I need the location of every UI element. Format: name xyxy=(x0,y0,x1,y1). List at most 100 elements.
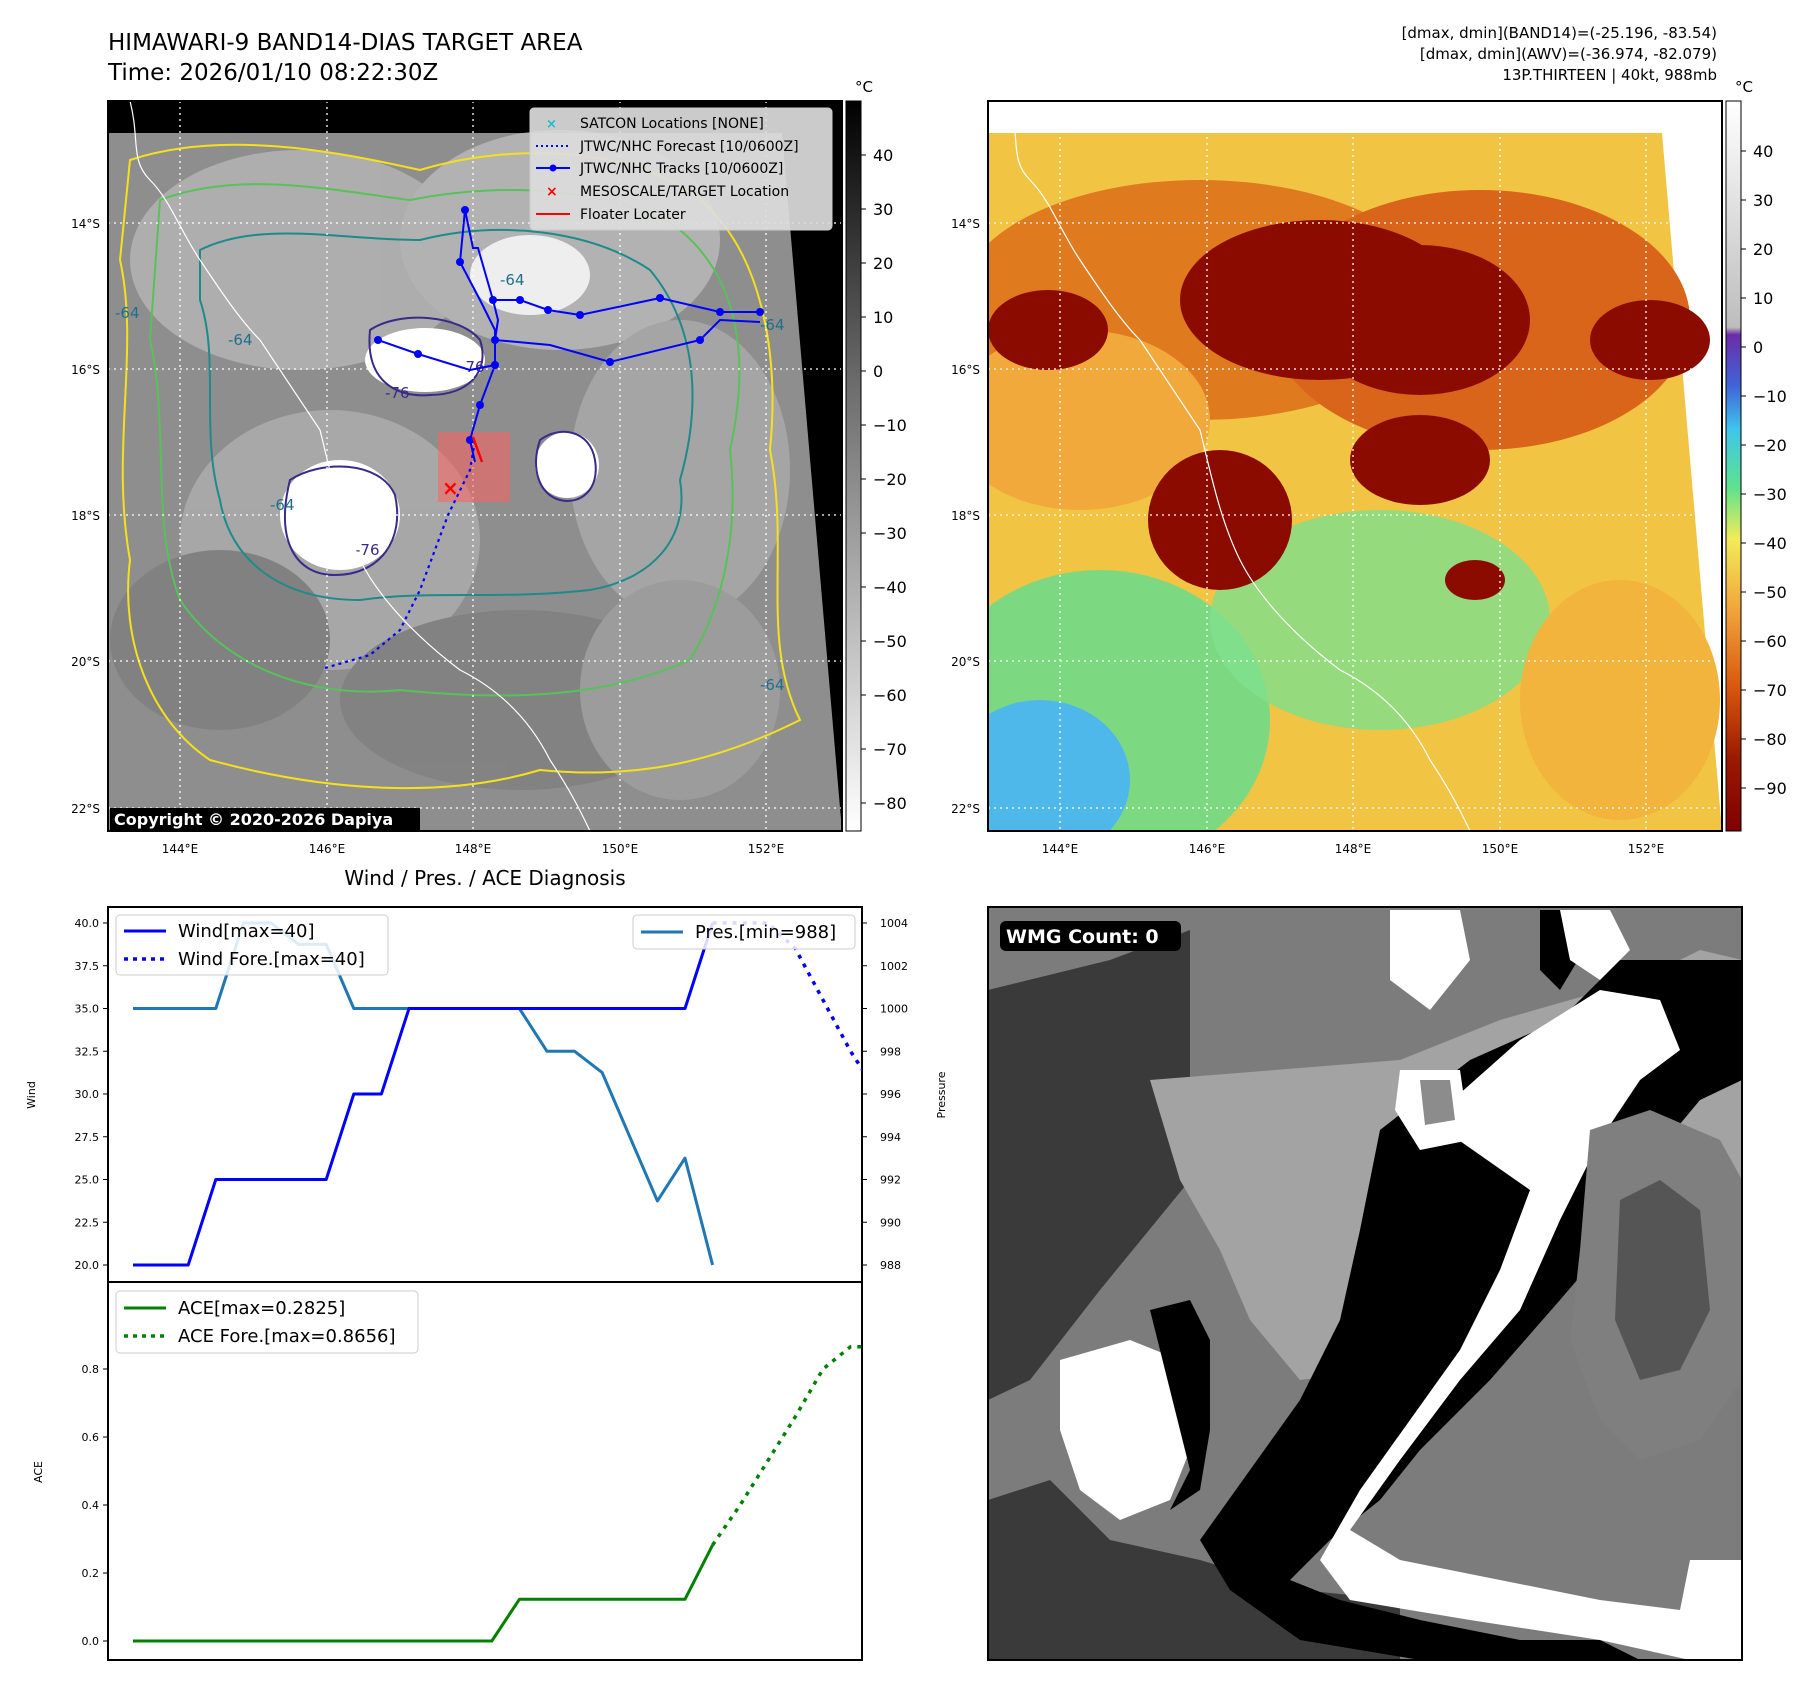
ace-y-tick-label: 0.0 xyxy=(82,1635,100,1648)
wind-line xyxy=(133,922,715,1267)
wind-y-tick-label: 22.5 xyxy=(75,1216,100,1229)
map2-lat-ticks: 14°S 16°S 18°S 20°S 22°S xyxy=(951,217,980,816)
legend-forecast-label: JTWC/NHC Forecast [10/0600Z] xyxy=(579,139,799,155)
map2-frame xyxy=(987,100,1723,832)
svg-text:146°E: 146°E xyxy=(309,842,346,856)
wind-axis-label: Wind xyxy=(25,1081,38,1109)
cb2-tick-label: −40 xyxy=(1753,534,1787,553)
wind-y-tick-label: 20.0 xyxy=(75,1259,100,1272)
cb1-tick-label: −30 xyxy=(873,524,907,543)
legend-ace-forecast-label: ACE Fore.[max=0.8656] xyxy=(178,1326,396,1347)
svg-text:-76: -76 xyxy=(355,541,380,559)
wind-y-tick-label: 37.5 xyxy=(75,960,100,973)
svg-text:18°S: 18°S xyxy=(71,509,100,523)
pressure-y-tick-label: 988 xyxy=(880,1259,901,1272)
cb2-tick-label: −70 xyxy=(1753,681,1787,700)
pressure-y-tick-label: 990 xyxy=(880,1216,901,1229)
wind-y-tick-label: 40.0 xyxy=(75,917,100,930)
svg-text:22°S: 22°S xyxy=(951,802,980,816)
cb2-unit: °C xyxy=(1735,78,1753,96)
cb1-tick-label: −80 xyxy=(873,794,907,813)
wind-y-tick-label: 30.0 xyxy=(75,1088,100,1101)
wind-legend: Wind[max=40] Wind Fore.[max=40] xyxy=(115,914,389,976)
wind-y-tick-label: 27.5 xyxy=(75,1131,100,1144)
cb2-tick-label: −50 xyxy=(1753,583,1787,602)
legend-tracks-label: JTWC/NHC Tracks [10/0600Z] xyxy=(579,161,783,177)
svg-text:144°E: 144°E xyxy=(162,842,199,856)
wmg-count-box xyxy=(1000,921,1181,951)
map1-lat-ticks: 14°S 16°S 18°S 20°S 22°S xyxy=(71,217,100,816)
svg-text:20°S: 20°S xyxy=(951,655,980,669)
cb2-tick-label: −30 xyxy=(1753,485,1787,504)
cb1-tick-label: 10 xyxy=(873,308,893,327)
band14-map: -64 -64 -64 -64 -76 -76 -76 -64 -64 xyxy=(71,100,843,856)
cb1-tick-label: −50 xyxy=(873,632,907,651)
pressure-axis-label: Pressure xyxy=(935,1071,948,1118)
map1-legend: × SATCON Locations [NONE] JTWC/NHC Forec… xyxy=(529,107,833,231)
svg-text:146°E: 146°E xyxy=(1189,842,1226,856)
svg-text:152°E: 152°E xyxy=(1628,842,1665,856)
svg-text:144°E: 144°E xyxy=(1042,842,1079,856)
target-marker: × xyxy=(442,476,459,500)
ace-y-tick-label: 0.6 xyxy=(82,1431,100,1444)
svg-text:-76: -76 xyxy=(385,384,410,402)
cb2-tick-label: 30 xyxy=(1753,191,1773,210)
svg-text:-64: -64 xyxy=(500,271,525,289)
stats-awv: [dmax, dmin](AWV)=(-36.974, -82.079) xyxy=(1420,45,1717,63)
stats-band14: [dmax, dmin](BAND14)=(-25.196, -83.54) xyxy=(1402,24,1717,42)
cb1-unit: °C xyxy=(855,78,873,96)
cb2-tick-label: 10 xyxy=(1753,289,1773,308)
svg-text:18°S: 18°S xyxy=(951,509,980,523)
map1-contours xyxy=(118,143,802,790)
cb1-tick-label: −60 xyxy=(873,686,907,705)
wind-y-tick-label: 25.0 xyxy=(75,1174,100,1187)
cb1-tick-label: −70 xyxy=(873,740,907,759)
cb1-tick-label: −10 xyxy=(873,416,907,435)
map1-frame xyxy=(107,100,843,832)
map2-features xyxy=(988,180,1720,831)
ace-y-tick-label: 0.8 xyxy=(82,1363,100,1376)
map1-lon-ticks: 144°E 146°E 148°E 150°E 152°E xyxy=(162,842,785,856)
cb1-tick-label: −40 xyxy=(873,578,907,597)
floater-locator xyxy=(471,436,484,463)
wmg-field xyxy=(988,907,1742,1660)
svg-text:150°E: 150°E xyxy=(1482,842,1519,856)
pressure-y-tick-label: 994 xyxy=(880,1131,901,1144)
ace-line xyxy=(133,1544,714,1643)
map1-cold-tops xyxy=(280,235,599,570)
cb1-tick-label: 20 xyxy=(873,254,893,273)
legend-wind-forecast-label: Wind Fore.[max=40] xyxy=(178,949,365,970)
wind-pressure-panel: 40.0 37.5 35.0 32.5 30.0 27.5 25.0 22.5 20.0 100… xyxy=(25,906,948,1283)
cb2-tick-label: −80 xyxy=(1753,730,1787,749)
legend-target-marker: × xyxy=(546,184,558,200)
svg-text:-64: -64 xyxy=(115,304,140,322)
storm-info: 13P.THIRTEEN | 40kt, 988mb xyxy=(1502,66,1717,84)
cb2-tick-label: −60 xyxy=(1753,632,1787,651)
pressure-y-tick-label: 992 xyxy=(880,1174,901,1187)
wmg-panel: WMG Count: 0 xyxy=(987,906,1743,1661)
cb2-tick-label: −20 xyxy=(1753,436,1787,455)
legend-target-label: MESOSCALE/TARGET Location xyxy=(580,184,789,200)
svg-text:20°S: 20°S xyxy=(71,655,100,669)
svg-text:16°S: 16°S xyxy=(71,363,100,377)
svg-text:152°E: 152°E xyxy=(748,842,785,856)
cb2-tick-label: 0 xyxy=(1753,338,1763,357)
legend-wind-label: Wind[max=40] xyxy=(178,921,315,942)
map1-contour-labels: -64 -64 -64 -64 -76 -76 -76 -64 -64 xyxy=(115,271,785,694)
legend-satcon-label: SATCON Locations [NONE] xyxy=(580,116,764,132)
wind-y-tick-label: 35.0 xyxy=(75,1003,100,1016)
cb1-tick-label: 0 xyxy=(873,362,883,381)
pressure-y-tick-label: 1004 xyxy=(880,917,908,930)
band14-colorbar: °C 40 30 20 10 0 −10 −20 −30 −40 −50 −60 −70 −80 xyxy=(845,78,907,832)
svg-text:-64: -64 xyxy=(760,676,785,694)
map1-coastline xyxy=(129,101,591,831)
diagnosis-title: Wind / Pres. / ACE Diagnosis xyxy=(344,866,625,890)
copyright-text: Copyright © 2020-2026 Dapiya xyxy=(114,810,393,829)
awv-colorbar: °C 40 30 20 10 0 −10 −20 −30 −40 −50 −60 −70 −80 −90 xyxy=(1725,78,1787,832)
wmg-frame xyxy=(987,906,1743,1661)
svg-text:-76: -76 xyxy=(460,358,485,376)
pressure-y-tick-label: 1002 xyxy=(880,960,908,973)
ace-forecast-line xyxy=(711,1344,862,1546)
ace-axis-label: ACE xyxy=(32,1461,45,1483)
